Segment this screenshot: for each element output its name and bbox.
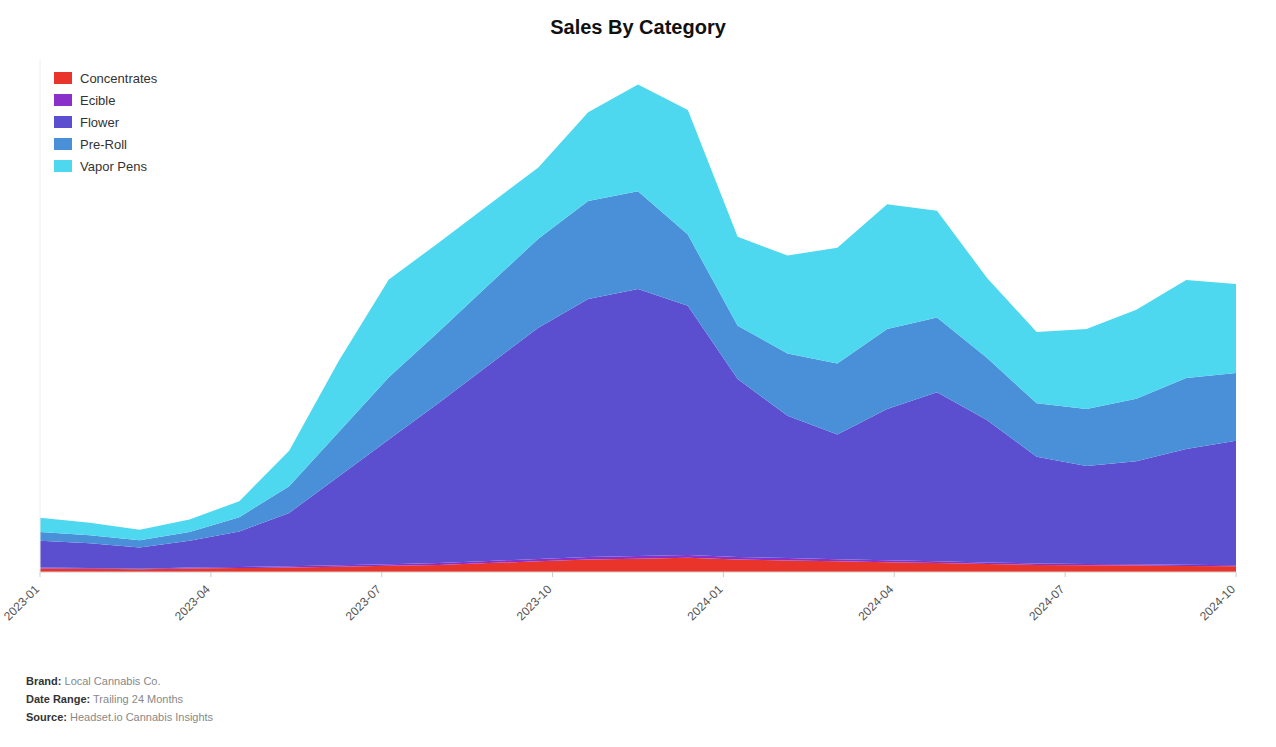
annotation: Brand: Local Cannabis Co. bbox=[26, 675, 161, 687]
x-tick-label: 2024-07 bbox=[1026, 582, 1067, 623]
legend: Concentrates Ecible Flower Pre-Roll Vapor Pe… bbox=[54, 71, 158, 174]
x-tick-label: 2024-10 bbox=[1197, 582, 1238, 623]
area bbox=[40, 84, 1236, 540]
legend-swatch bbox=[54, 138, 72, 150]
x-tick bbox=[40, 572, 41, 577]
x-axis-line bbox=[40, 572, 1236, 573]
x-tick bbox=[1236, 572, 1237, 577]
x-tick-label: 2023-10 bbox=[514, 582, 555, 623]
x-tick bbox=[552, 572, 553, 577]
x-tick bbox=[210, 572, 211, 577]
legend-label: Flower bbox=[80, 115, 120, 130]
chart: Sales By Category 2023-01 2023-04 2023-07 20… bbox=[0, 0, 1276, 747]
x-tick bbox=[894, 572, 895, 577]
annotation: Source: Headset.io Cannabis Insights bbox=[26, 711, 214, 723]
plot-area bbox=[40, 84, 1236, 572]
legend-label: Concentrates bbox=[80, 71, 158, 86]
x-tick bbox=[381, 572, 382, 577]
legend-swatch bbox=[54, 94, 72, 106]
title: Sales By Category bbox=[550, 16, 727, 38]
x-tick-label: 2023-01 bbox=[1, 582, 42, 623]
x-tick bbox=[1065, 572, 1066, 577]
x-tick-label: 2024-01 bbox=[685, 582, 726, 623]
x-tick-label: 2023-07 bbox=[343, 582, 384, 623]
legend-swatch bbox=[54, 72, 72, 84]
x-tick bbox=[723, 572, 724, 577]
x-tick-label: 2024-04 bbox=[855, 582, 896, 623]
annotation: Date Range: Trailing 24 Months bbox=[26, 693, 184, 705]
legend-label: Vapor Pens bbox=[80, 159, 147, 174]
legend-label: Ecible bbox=[80, 93, 115, 108]
x-tick-label: 2023-04 bbox=[172, 582, 213, 623]
legend-swatch bbox=[54, 116, 72, 128]
legend-label: Pre-Roll bbox=[80, 137, 127, 152]
legend-swatch bbox=[54, 160, 72, 172]
y-axis-line bbox=[40, 60, 41, 572]
